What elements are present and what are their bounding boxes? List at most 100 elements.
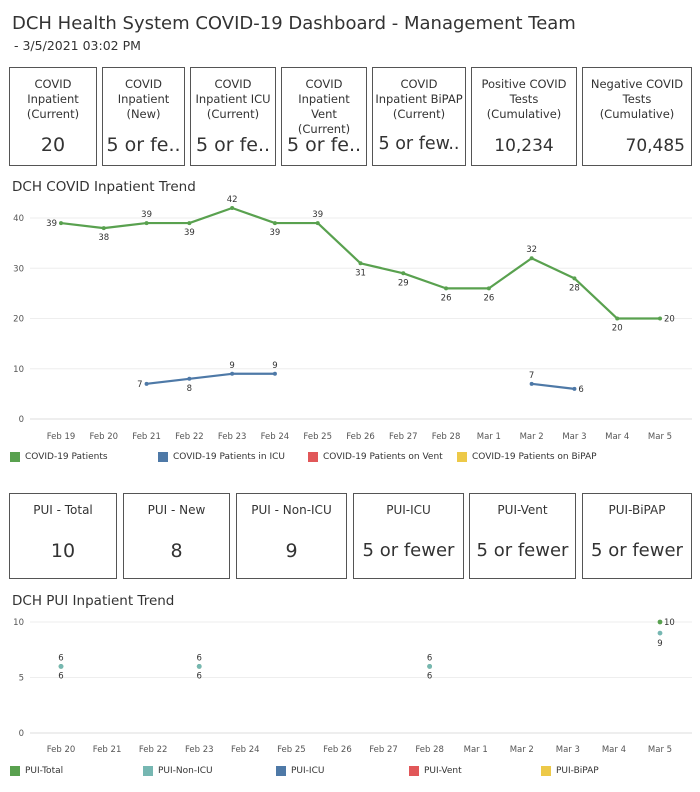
legend-item-pui-vent[interactable]: PUI-Vent [409,766,462,776]
y-tick-label: 5 [19,674,24,684]
legend-label: PUI-BiPAP [556,766,599,776]
data-label-covid-19-patients: 42 [227,195,238,205]
y-tick-label: 10 [13,365,24,375]
legend-item-covid-patients[interactable]: COVID-19 Patients [10,452,108,462]
x-tick-label: Feb 26 [346,432,375,442]
inpatient-trend-chart: 0 10 20 30 40 Feb 19 Feb 20 Feb 21 Feb 22 Feb 23 F… [13,195,692,442]
kpi-card-inpatient-vent[interactable]: COVID Inpatient Vent (Current) 5 or fe.. [281,67,367,166]
kpi-card-pui-bipap[interactable]: PUI-BiPAP 5 or fewer [582,493,692,579]
kpi-card-inpatient-bipap[interactable]: COVID Inpatient BiPAP (Current) 5 or few… [372,67,466,166]
kpi-value: 10 [50,540,76,562]
pui-trend-chart: 0 5 10 Feb 20 Feb 21 Feb 22 Feb 23 Feb 24 Feb 25… [13,618,692,755]
data-point-covid-19-patients [401,271,406,276]
data-point-covid-19-patients [658,316,662,321]
x-tick-label: Mar 4 [602,745,626,755]
x-tick-label: Feb 21 [132,432,161,442]
data-point-covid-19-patients [486,286,491,291]
data-point-covid-19-patients-in-icu [144,381,149,386]
x-tick-label: Feb 28 [415,745,444,755]
data-label-covid-19-patients: 26 [483,293,494,303]
data-label-covid-19-patients: 20 [612,324,623,334]
legend-swatch [457,452,467,462]
kpi-card-pui-total[interactable]: PUI - Total 10 [9,493,117,579]
data-label-covid-19-patients: 31 [355,268,366,278]
data-label-covid-19-patients: 39 [312,210,323,220]
kpi-card-negative-tests[interactable]: Negative COVID Tests (Cumulative) 70,485 [582,67,692,166]
legend-item-pui-bipap[interactable]: PUI-BiPAP [541,766,599,776]
series-line-covid-19-patients-in-icu [146,372,275,385]
data-label-pui-total: 10 [664,618,675,628]
data-point-covid-19-patients [187,221,192,226]
data-point-covid-19-patients [59,221,63,226]
kpi-card-pui-new[interactable]: PUI - New 8 [123,493,230,579]
x-tick-label: Feb 21 [93,745,122,755]
x-tick-label: Feb 25 [277,745,306,755]
x-tick-label: Mar 5 [648,745,672,755]
page-subtitle: - 3/5/2021 03:02 PM [14,38,141,53]
kpi-label: Positive COVID Tests (Cumulative) [481,77,567,121]
legend-swatch [308,452,318,462]
kpi-card-inpatient-current[interactable]: COVID Inpatient (Current) 20 [9,67,97,166]
kpi-value: 5 or fe.. [106,134,181,156]
legend-item-pui-non-icu[interactable]: PUI-Non-ICU [143,766,213,776]
legend-label: COVID-19 Patients in ICU [173,452,285,462]
kpi-card-inpatient-icu[interactable]: COVID Inpatient ICU (Current) 5 or fe.. [190,67,276,166]
page-title: DCH Health System COVID-19 Dashboard - M… [12,13,576,34]
kpi-card-pui-icu[interactable]: PUI-ICU 5 or fewer [353,493,464,579]
kpi-label: Negative COVID Tests (Cumulative) [590,77,684,121]
x-tick-label: Feb 26 [323,745,352,755]
kpi-label: PUI-Vent [497,503,548,517]
data-point-pui-non-icu [427,664,433,669]
x-tick-label: Feb 20 [47,745,76,755]
data-label-pui-non-icu: 6 [427,671,432,681]
data-label-covid-19-patients-in-icu: 7 [529,371,534,381]
kpi-value: 20 [40,134,66,156]
data-label-pui-total: 6 [427,653,432,663]
kpi-label: PUI - Total [33,503,93,517]
kpi-label: PUI - New [147,503,206,517]
kpi-label: COVID Inpatient ICU (Current) [195,77,271,121]
kpi-card-positive-tests[interactable]: Positive COVID Tests (Cumulative) 10,234 [471,67,577,166]
data-label-covid-19-patients: 29 [398,278,409,288]
x-tick-label: Feb 20 [89,432,118,442]
legend-item-covid-bipap[interactable]: COVID-19 Patients on BiPAP [457,452,597,462]
data-label-covid-19-patients-in-icu: 6 [578,385,583,395]
kpi-card-inpatient-new[interactable]: COVID Inpatient (New) 5 or fe.. [102,67,185,166]
kpi-value: 5 or fewer [362,540,455,561]
legend-item-pui-total[interactable]: PUI-Total [10,766,63,776]
kpi-card-pui-non-icu[interactable]: PUI - Non-ICU 9 [236,493,347,579]
kpi-label: COVID Inpatient Vent (Current) [297,77,351,136]
legend-item-covid-icu[interactable]: COVID-19 Patients in ICU [158,452,285,462]
kpi-label: COVID Inpatient (Current) [26,77,80,121]
data-label-pui-non-icu: 6 [197,671,202,681]
x-tick-label: Mar 2 [510,745,534,755]
data-label-covid-19-patients-in-icu: 9 [229,361,234,371]
kpi-card-pui-vent[interactable]: PUI-Vent 5 or fewer [469,493,576,579]
x-tick-label: Mar 1 [464,745,488,755]
data-label-pui-non-icu: 9 [657,639,662,649]
legend-swatch [158,452,168,462]
x-tick-label: Feb 24 [231,745,260,755]
legend-item-pui-icu[interactable]: PUI-ICU [276,766,324,776]
x-tick-label: Feb 24 [261,432,290,442]
x-tick-label: Mar 5 [648,432,672,442]
x-tick-label: Mar 4 [605,432,629,442]
kpi-label: PUI-ICU [386,503,431,517]
y-tick-label: 30 [13,264,24,274]
kpi-label: COVID Inpatient (New) [117,77,170,121]
kpi-value: 5 or few.. [378,134,460,154]
chart-title-inpatient-trend: DCH COVID Inpatient Trend [12,179,196,195]
legend-swatch [143,766,153,776]
legend-swatch [10,766,20,776]
data-point-covid-19-patients-in-icu [272,371,277,376]
kpi-value: 5 or fe.. [286,134,362,156]
x-tick-label: Feb 19 [47,432,76,442]
x-tick-label: Mar 2 [520,432,544,442]
legend-item-covid-vent[interactable]: COVID-19 Patients on Vent [308,452,443,462]
legend-swatch [10,452,20,462]
data-point-covid-19-patients [315,221,320,226]
data-point-covid-19-patients-in-icu [230,371,235,376]
kpi-value: 5 or fewer [476,540,569,561]
x-tick-label: Feb 25 [303,432,332,442]
kpi-value: 5 or fewer [591,540,683,561]
